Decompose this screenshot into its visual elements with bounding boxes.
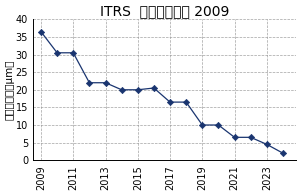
Y-axis label: 配線ピッチ（μm）: 配線ピッチ（μm） — [4, 60, 14, 120]
Title: ITRS  ロードマップ 2009: ITRS ロードマップ 2009 — [100, 4, 229, 18]
